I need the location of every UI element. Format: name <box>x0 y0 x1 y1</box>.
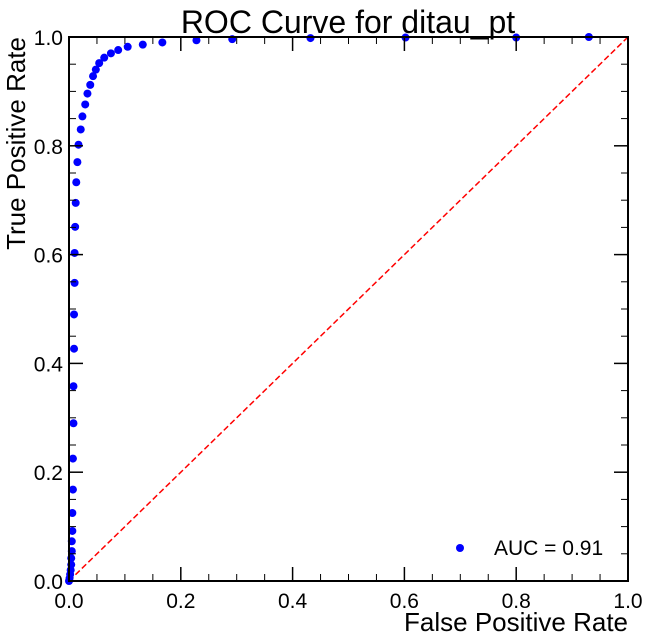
y-tick-label: 0.0 <box>34 571 63 594</box>
plot-area <box>65 33 629 585</box>
y-axis-label: True Positive Rate <box>1 37 31 250</box>
roc-data-point <box>114 46 123 55</box>
x-tick-label: 0.4 <box>278 590 308 613</box>
roc-data-point <box>91 65 100 74</box>
x-tick-label: 0.0 <box>54 590 83 613</box>
roc-data-point <box>81 100 90 109</box>
roc-data-point <box>123 42 132 51</box>
chart-title: ROC Curve for ditau_pt <box>181 4 515 40</box>
roc-data-point <box>71 222 80 231</box>
roc-data-point <box>95 59 104 68</box>
legend-marker <box>456 544 464 552</box>
roc-data-point <box>71 198 80 207</box>
roc-data-point <box>70 310 79 319</box>
roc-data-point <box>89 72 98 81</box>
roc-data-point <box>70 344 79 353</box>
roc-data-point <box>68 485 77 494</box>
x-tick-label: 1.0 <box>613 590 642 613</box>
roc-data-point <box>86 80 95 89</box>
roc-data-point <box>69 382 78 391</box>
x-tick-label: 0.2 <box>166 590 195 613</box>
x-tick-label: 0.6 <box>390 590 419 613</box>
roc-data-point <box>70 248 79 257</box>
roc-data-point <box>74 140 83 149</box>
roc-data-point <box>100 53 109 62</box>
roc-data-point <box>138 40 147 49</box>
roc-data-point <box>73 158 82 167</box>
roc-data-point <box>68 454 77 463</box>
y-tick-label: 0.6 <box>34 245 63 268</box>
roc-data-point <box>69 419 78 428</box>
legend: AUC = 0.91 <box>456 537 603 560</box>
legend-label: AUC = 0.91 <box>494 537 603 560</box>
x-axis-label: False Positive Rate <box>404 607 628 637</box>
x-tick-label: 0.8 <box>502 590 531 613</box>
y-tick-label: 0.4 <box>34 353 64 376</box>
roc-data-point <box>70 278 79 287</box>
roc-data-point <box>68 526 77 535</box>
roc-data-point <box>192 36 201 45</box>
y-tick-label: 1.0 <box>34 27 63 50</box>
roc-data-point <box>72 178 81 187</box>
roc-data-point <box>306 34 315 43</box>
reference-diagonal-line <box>68 36 629 582</box>
y-tick-label: 0.8 <box>34 136 63 159</box>
roc-data-point <box>106 49 115 58</box>
y-tick-label: 0.2 <box>34 462 63 485</box>
roc-data-point <box>68 509 77 517</box>
roc-data-point <box>78 112 87 121</box>
roc-data-point <box>158 38 167 47</box>
roc-data-point <box>76 125 85 134</box>
roc-data-point <box>83 89 92 98</box>
